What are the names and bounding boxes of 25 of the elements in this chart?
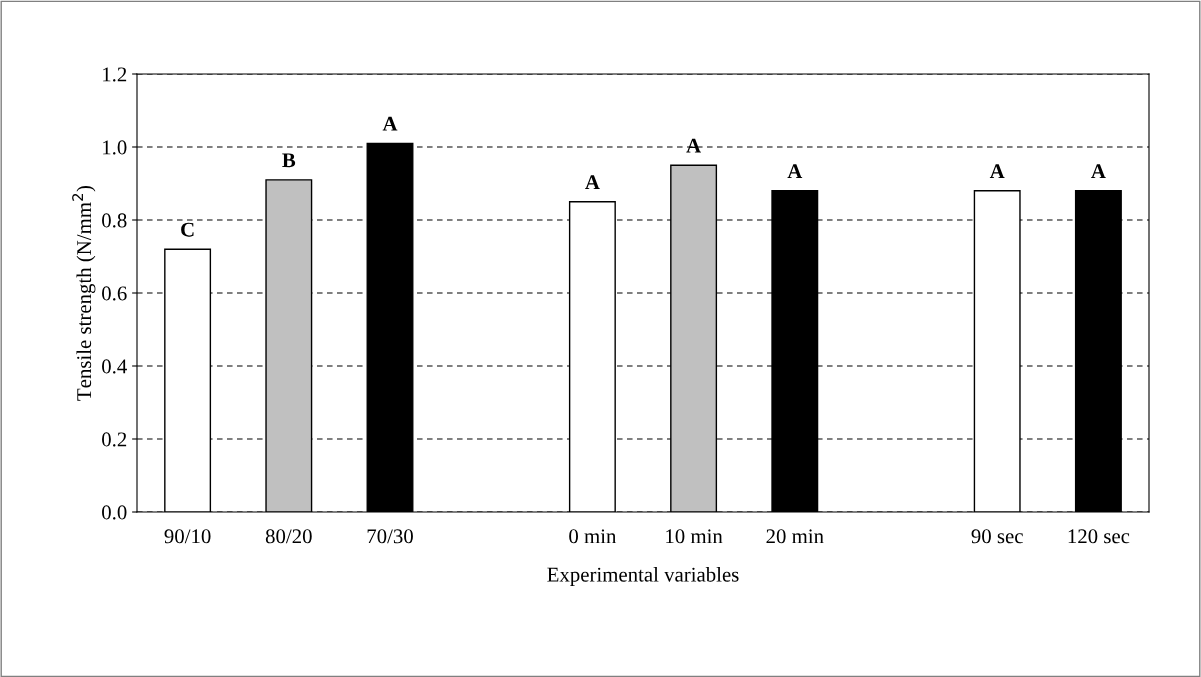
x-tick-label: 0 min <box>569 529 617 544</box>
y-tick-label: 0.2 <box>102 432 127 447</box>
y-tick-label: 0.8 <box>102 213 127 228</box>
y-tick-label: 1.2 <box>103 67 127 82</box>
annotation: A <box>989 164 1005 179</box>
y-tick-label: 0.6 <box>102 286 127 301</box>
x-tick-label: 80/20 <box>265 529 312 544</box>
annotation: B <box>282 153 296 168</box>
x-tick-label: 10 min <box>666 529 723 544</box>
x-tick-label: 90 sec <box>971 529 1023 544</box>
y-tick-label: 0.4 <box>102 359 127 374</box>
annotation: A <box>382 116 398 131</box>
x-tick-label: 120 sec <box>1068 529 1130 544</box>
annotation: A <box>1091 164 1106 179</box>
y-tick-label: 0.0 <box>102 505 127 520</box>
x-tick-label: 20 min <box>766 529 824 544</box>
annotation: A <box>686 138 701 153</box>
annotation: A <box>585 175 600 189</box>
y-axis-title: Tensile strength (N/mm$^{2}$) <box>72 185 96 401</box>
annotation: A <box>787 164 803 179</box>
x-tick-label: 70/30 <box>367 529 413 544</box>
x-axis-title: Experimental variables <box>547 567 739 586</box>
x-tick-label: 90/10 <box>164 529 211 544</box>
y-tick-label: 1.0 <box>103 140 127 155</box>
annotation: C <box>181 222 194 237</box>
